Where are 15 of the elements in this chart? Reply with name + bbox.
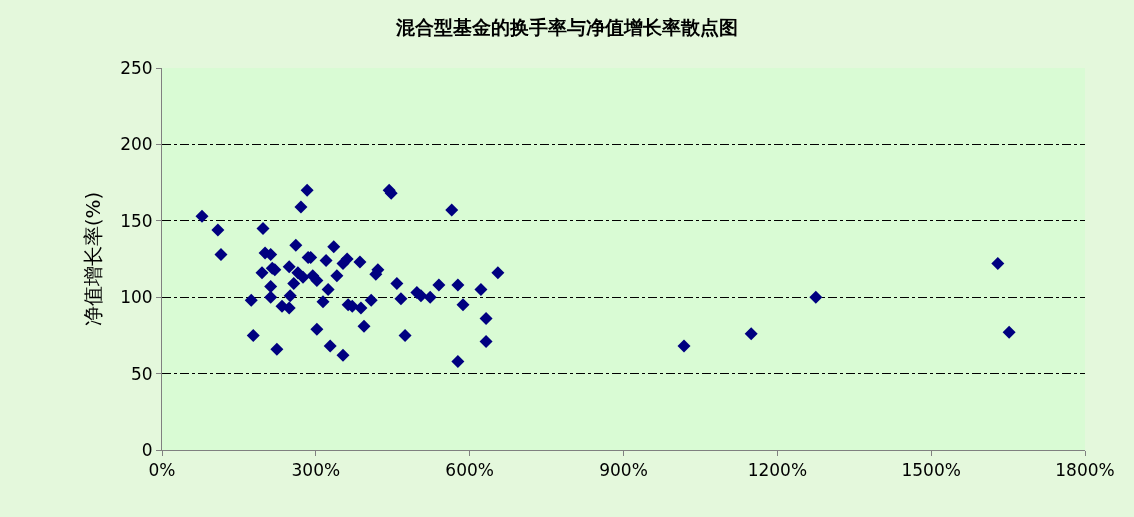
y-tick-label: 250 — [120, 57, 153, 78]
y-tick-label: 200 — [120, 134, 153, 155]
x-tick-label: 600% — [445, 460, 494, 481]
chart-title: 混合型基金的换手率与净值增长率散点图 — [395, 15, 738, 38]
x-tick-label: 1200% — [747, 460, 808, 481]
y-tick-label: 50 — [130, 363, 153, 384]
x-tick-label: 1500% — [901, 460, 961, 481]
y-tick-label: 100 — [120, 287, 153, 308]
x-tick-label: 900% — [599, 460, 648, 481]
x-tick-label: 300% — [291, 460, 341, 481]
x-tick-label: 0% — [148, 460, 176, 481]
y-axis-title: 净值增长率(%) — [80, 191, 105, 327]
y-tick-label: 0 — [141, 439, 153, 460]
x-tick-label: 1800% — [1055, 460, 1115, 481]
y-tick-label: 150 — [120, 210, 153, 231]
